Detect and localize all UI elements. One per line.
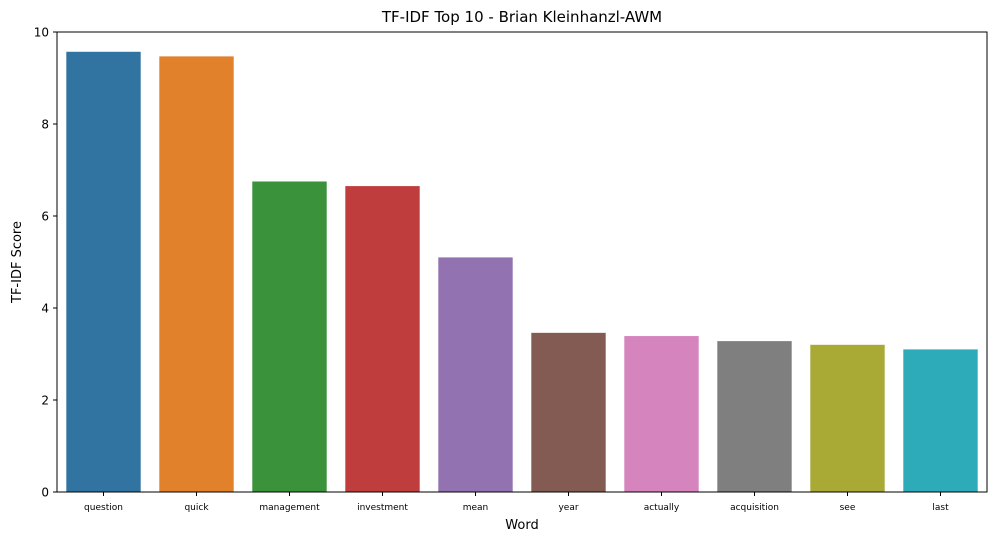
bars-layer (66, 51, 978, 492)
x-tick-label: question (84, 503, 123, 513)
y-tick-label: 8 (41, 118, 49, 132)
x-tick-label: management (259, 503, 320, 513)
x-tick-label: investment (357, 503, 408, 513)
y-tick-label: 2 (41, 394, 49, 408)
x-tick-label: actually (644, 503, 680, 513)
x-tick-label: year (558, 503, 578, 513)
x-tick-label: acquisition (730, 503, 779, 513)
x-axis-label: Word (505, 518, 538, 533)
x-tick-label: see (840, 503, 856, 513)
y-tick-label: 6 (41, 210, 49, 224)
y-tick-label: 4 (41, 302, 49, 316)
bar-question (66, 51, 141, 492)
bar-investment (345, 186, 420, 492)
bar-year (531, 332, 606, 492)
x-tick-label: mean (463, 503, 489, 513)
x-axis: question quick management investment mean yea… (84, 492, 949, 513)
bar-acquisition (717, 341, 792, 492)
plot-frame (56, 31, 988, 493)
bar-actually (624, 336, 699, 492)
chart-title: TF-IDF Top 10 - Brian Kleinhanzl-AWM (381, 8, 662, 26)
x-tick-label: quick (184, 503, 209, 513)
y-axis-label: TF-IDF Score (10, 221, 25, 304)
bar-last (903, 349, 978, 492)
bar-quick (159, 56, 234, 492)
bar-see (810, 344, 885, 492)
y-tick-label: 0 (41, 486, 49, 500)
y-axis: 0 2 4 6 8 10 (34, 26, 57, 500)
x-tick-label: last (932, 503, 949, 513)
bar-management (252, 181, 327, 492)
bar-mean (438, 257, 513, 492)
y-tick-label: 10 (34, 26, 49, 40)
